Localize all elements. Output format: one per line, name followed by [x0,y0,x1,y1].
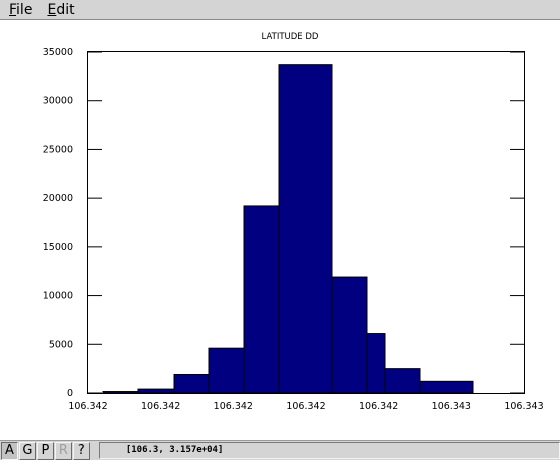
menu-file[interactable]: File [0,1,38,19]
help-button[interactable]: ? [72,441,90,460]
histogram-bar [102,391,139,394]
y-tick-label: 25000 [43,144,73,155]
tool-button-p[interactable]: P [36,441,54,460]
histogram-bar [331,276,368,394]
histogram-bar [137,388,175,394]
y-tick-label: 15000 [43,242,73,253]
status-bar: A G P R ? [106.3, 3.157e+04] [0,440,560,460]
chart-title: LATITUDE DD [262,32,319,42]
histogram-bar [243,205,280,394]
x-tick-label: 106.343 [432,401,471,412]
tool-button-a[interactable]: A [1,441,18,460]
tool-button-g[interactable]: G [18,441,36,460]
plot-frame [87,51,525,394]
histogram-bar [419,380,474,394]
x-tick-label: 106.342 [214,401,253,412]
histogram-bar [173,373,210,394]
y-tick-label: 30000 [43,96,73,107]
y-tick-label: 0 [67,388,73,399]
ticks-group: 0 5000 10000 15000 20000 25000 30000 35000 106.3… [43,47,544,412]
menu-file-mnemonic: F [9,1,17,18]
menu-edit[interactable]: Edit [38,1,80,19]
y-tick-label: 35000 [43,47,73,58]
x-tick-label: 106.342 [359,401,398,412]
x-tick-label: 106.343 [504,401,543,412]
menu-edit-label: dit [56,1,75,18]
histogram-bar [208,347,245,394]
x-tick-label: 106.342 [141,401,180,412]
y-tick-label: 20000 [43,193,73,204]
y-tick-label: 5000 [49,339,73,350]
coordinate-readout: [106.3, 3.157e+04] [98,442,560,459]
x-tick-label: 106.342 [286,401,325,412]
x-tick-label: 106.342 [68,401,107,412]
tool-button-r[interactable]: R [54,441,72,460]
bars-group [102,64,474,394]
menu-edit-mnemonic: E [47,1,57,18]
histogram-bar [366,333,386,394]
y-tick-label: 10000 [43,291,73,302]
menu-file-label: ile [16,1,33,18]
histogram-bar [384,368,421,394]
histogram-chart[interactable]: LATITUDE DD 0 5000 10000 15000 20000 25000 300… [0,22,560,434]
menu-bar: File Edit [0,0,560,20]
histogram-bar [278,64,333,394]
